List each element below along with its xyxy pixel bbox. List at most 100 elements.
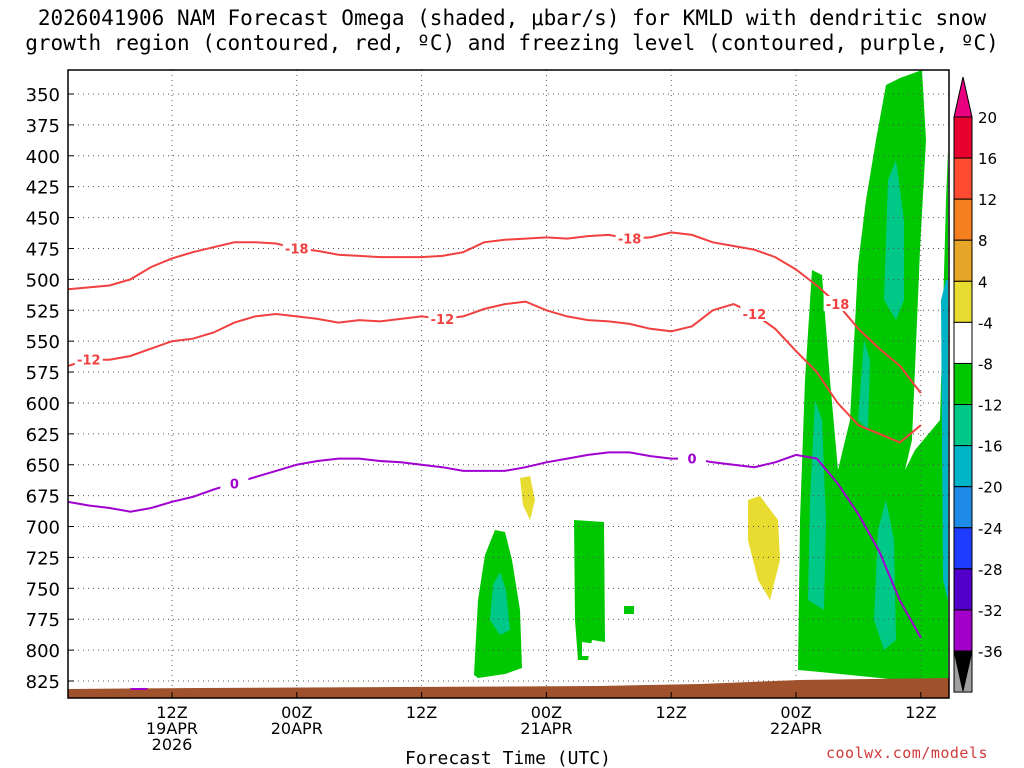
contour-label-bg [74,351,103,367]
x-tick-label: 19APR [146,719,198,738]
x-tick-label: 12Z [406,703,437,722]
omega-blob-small [624,606,634,614]
gridlines [68,70,949,698]
y-tick-label: 625 [26,425,60,446]
colorbar-swatch [953,321,973,364]
terrain-freezing-blip [130,688,148,690]
plot-frame [67,69,950,699]
x-tick-label: 00Z [281,703,312,722]
contour-lines: -18 -18 -18 -12 -12 -12 0 0 [68,230,922,639]
omega-blob-yellow-2 [748,496,780,600]
omega-blob-mid [574,520,605,660]
y-tick-label: 375 [26,116,60,137]
colorbar-swatch [953,239,973,282]
y-tick-label: 475 [26,239,60,260]
contour-line-0 [68,451,922,639]
y-tick-label: 425 [26,178,60,199]
contour-label-bg [678,450,706,466]
colorbar-label: -24 [978,520,1003,538]
colorbar-label: 12 [978,191,997,209]
colorbar-label: -28 [978,561,1003,579]
colorbar-swatch [953,198,973,241]
colorbar-label: -36 [978,643,1003,661]
chart-title-line-2: growth region (contoured, red, ºC) and f… [25,31,999,55]
contour-label-bg [220,475,249,491]
terrain-ground [68,678,949,698]
contour-label: -12 [431,313,455,328]
colorbar: 20 16 12 8 4 -4 -8 -12 -16 -20 -24 -28 -32 -36 [953,76,1003,693]
y-tick-label: 350 [26,85,60,106]
omega-shading [474,70,948,690]
colorbar-swatch [953,568,973,611]
y-tick-label: 775 [26,610,60,631]
y-tick-label: 525 [26,301,60,322]
contour-label-bg [428,310,457,326]
credit-text: coolwx.com/models [826,744,989,762]
x-tick-label: 00Z [780,703,811,722]
colorbar-swatch [953,445,973,488]
colorbar-label: 16 [978,150,997,168]
contour-label: 0 [687,453,696,468]
colorbar-swatch [953,486,973,529]
omega-blob-edge-blue [941,280,948,600]
chart-title-line-1: 2026041906 NAM Forecast Omega (shaded, μ… [37,6,987,30]
colorbar-swatch [953,362,973,406]
colorbar-label: 4 [978,273,988,291]
contour-label: -18 [285,242,309,257]
colorbar-label: 20 [978,109,997,127]
y-tick-label: 400 [26,147,60,168]
colorbar-label: -4 [978,314,993,332]
colorbar-swatch [953,404,973,447]
omega-blob-white-hole [582,642,604,656]
colorbar-swatch [953,609,973,652]
contour-label: -18 [618,233,642,248]
chart-title: 2026041906 NAM Forecast Omega (shaded, μ… [0,6,1024,56]
contour-line--12 [68,300,922,444]
colorbar-swatch [953,280,973,323]
y-axis: 350 375 400 425 450 475 500 525 550 575 600 625 650 6… [26,85,74,693]
y-tick-label: 650 [26,456,60,477]
x-axis-label: Forecast Time (UTC) [405,748,611,768]
x-tick-label: 21APR [520,719,572,738]
x-tick-label: 12Z [156,703,187,722]
colorbar-swatch [953,527,973,570]
omega-blob-22apr-core-2 [884,160,904,320]
y-tick-label: 500 [26,270,60,291]
y-tick-label: 800 [26,641,60,662]
x-tick-label: 12Z [656,703,687,722]
y-tick-label: 700 [26,518,60,539]
contour-label: -12 [743,308,767,323]
colorbar-label: 8 [978,232,988,250]
omega-blob-yellow-1 [520,476,535,520]
y-tick-label: 550 [26,332,60,353]
colorbar-label: -32 [978,602,1003,620]
x-tick-label: 22APR [770,719,822,738]
y-tick-label: 600 [26,394,60,415]
y-tick-label: 725 [26,548,60,569]
y-tick-label: 675 [26,487,60,508]
x-tick-label: 00Z [531,703,562,722]
omega-blob-22apr-core-3 [874,500,896,650]
y-tick-label: 750 [26,579,60,600]
colorbar-swatch [953,116,973,159]
contour-label-bg [615,230,644,246]
contour-label-bg [740,305,769,321]
omega-blob-21apr-core [490,572,510,635]
colorbar-swatch [953,157,973,200]
colorbar-label: -8 [978,355,993,373]
colorbar-label: -12 [978,397,1003,415]
x-tick-label: 2026 [152,735,193,754]
y-tick-label: 575 [26,363,60,384]
colorbar-over-arrow [953,76,973,118]
omega-blob-22apr-core-4 [858,340,870,430]
contour-label: -18 [826,298,850,313]
colorbar-label: -20 [978,479,1003,497]
x-tick-label: 20APR [271,719,323,738]
contour-line--18 [68,231,922,394]
omega-blob-22apr-main [798,70,948,690]
contour-label: 0 [230,477,239,492]
colorbar-under-arrow [953,650,973,692]
omega-blob-22apr-core-1 [808,400,826,610]
